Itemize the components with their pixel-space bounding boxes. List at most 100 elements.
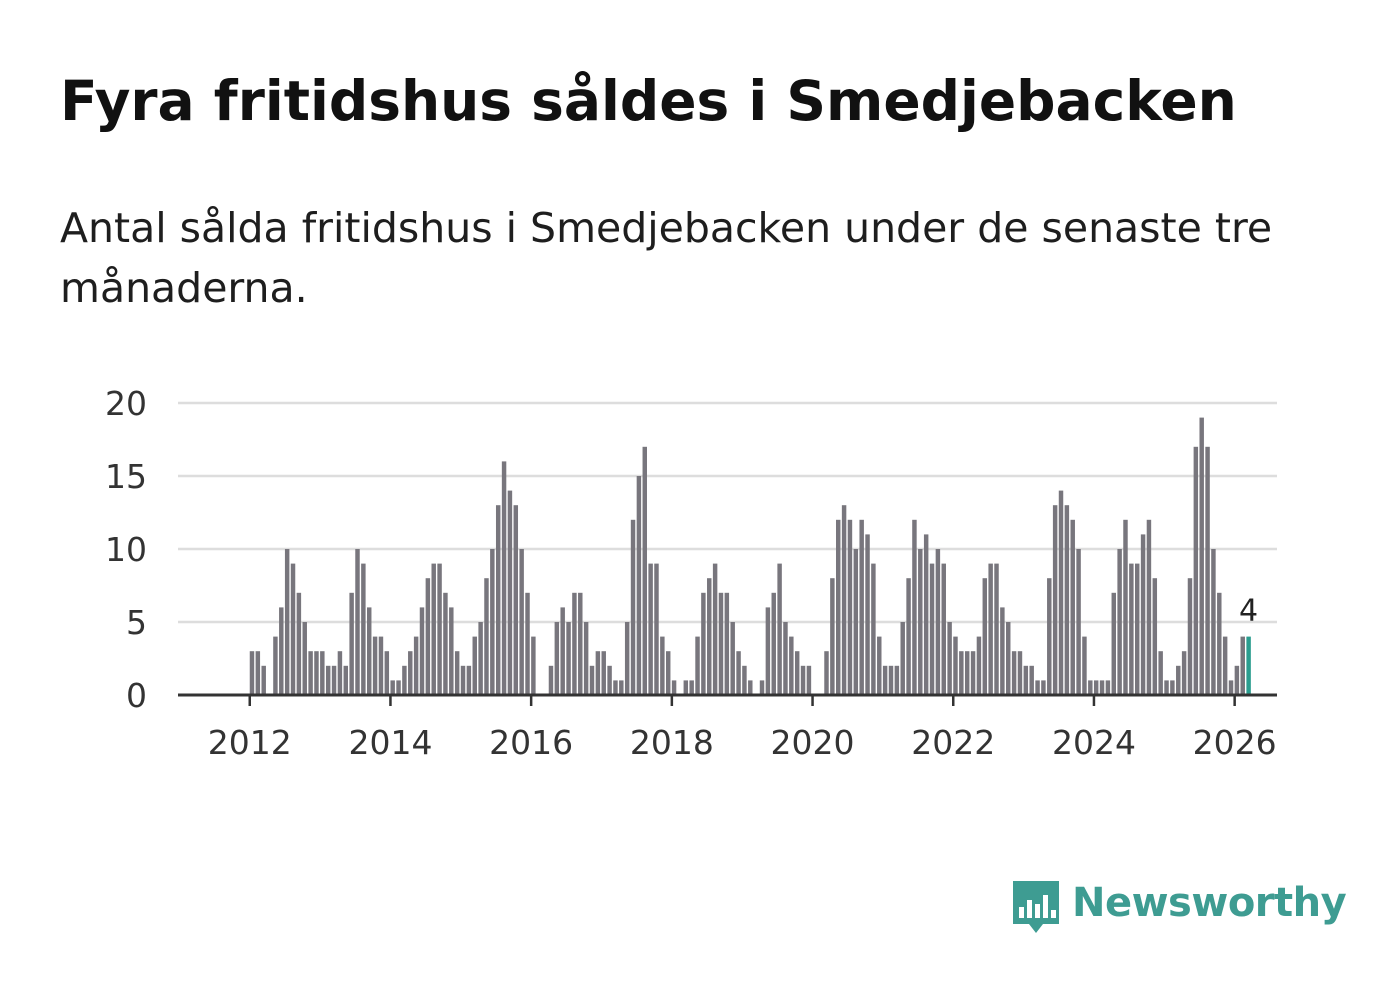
bar [918,549,923,695]
x-tick-label: 2016 [489,723,573,762]
bar [929,563,935,695]
bar [1070,519,1075,695]
bar [1152,578,1158,695]
bar [765,607,771,695]
bar [361,563,366,695]
bar [742,665,747,695]
bar [519,549,524,695]
bar [877,636,882,695]
bar [249,651,255,695]
bar [343,665,349,695]
bar [1181,651,1187,695]
bar [988,563,993,695]
bar [296,592,302,695]
bar [437,563,442,695]
bar [331,665,337,695]
bar [1228,680,1234,695]
bar [730,622,735,695]
bar [378,636,384,695]
bar [724,592,730,695]
bar [1211,549,1216,695]
bar [1164,680,1169,695]
bar [894,665,900,695]
bar [325,665,331,695]
bar [777,563,782,695]
bar [736,651,741,695]
bar [1000,607,1005,695]
bar [1041,680,1046,695]
bar [701,592,706,695]
bar [1129,563,1134,695]
bar [648,563,653,695]
bar [607,665,612,695]
bar [1006,622,1011,695]
x-tick-label: 2020 [771,723,855,762]
bar [449,607,454,695]
bar [859,519,864,695]
bar [390,680,395,695]
bar [1123,519,1128,695]
bar [1158,651,1163,695]
bar [800,665,806,695]
bar [935,549,941,695]
bar [789,636,794,695]
bar [349,592,354,695]
bar [408,651,413,695]
bar [953,636,958,695]
bar [589,665,595,695]
bar [337,651,343,695]
bar [636,476,642,695]
bar [783,622,788,695]
bar [1058,490,1064,695]
bar [302,622,307,695]
bar [255,651,261,695]
bar [712,563,718,695]
bar [830,578,835,695]
bar [454,651,460,695]
bar [654,563,659,695]
bar [683,680,689,695]
bar [578,592,583,695]
bar [959,651,964,695]
bar [689,680,694,695]
bar [1093,680,1099,695]
x-tick-label: 2018 [630,723,714,762]
bar [619,680,624,695]
bar [671,680,677,695]
bar [308,651,313,695]
x-tick-label: 2014 [348,723,432,762]
bar [402,665,407,695]
bar [443,592,448,695]
bar [923,534,929,695]
bar [912,519,917,695]
bar [501,461,507,695]
bar [871,563,876,695]
bar [1035,680,1040,695]
y-tick-label: 15 [105,457,147,496]
bar [613,680,618,695]
bar [314,651,319,695]
bar [882,665,888,695]
bar [396,680,401,695]
bar [695,636,700,695]
bar [554,622,560,695]
bar [748,680,753,695]
bar [824,651,829,695]
bar [806,665,812,695]
bar [642,446,647,695]
bar [507,490,513,695]
bar [1240,636,1245,695]
bar [560,607,565,695]
bar [413,636,419,695]
bar [865,534,870,695]
bar [1099,680,1105,695]
bar [320,651,325,695]
bar [1064,505,1070,695]
bar [1222,636,1228,695]
bar [1134,563,1140,695]
gridlines [178,401,1277,624]
bar [1217,592,1222,695]
y-tick-label: 5 [126,603,147,642]
x-tick-label: 2024 [1052,723,1136,762]
bar [601,651,606,695]
